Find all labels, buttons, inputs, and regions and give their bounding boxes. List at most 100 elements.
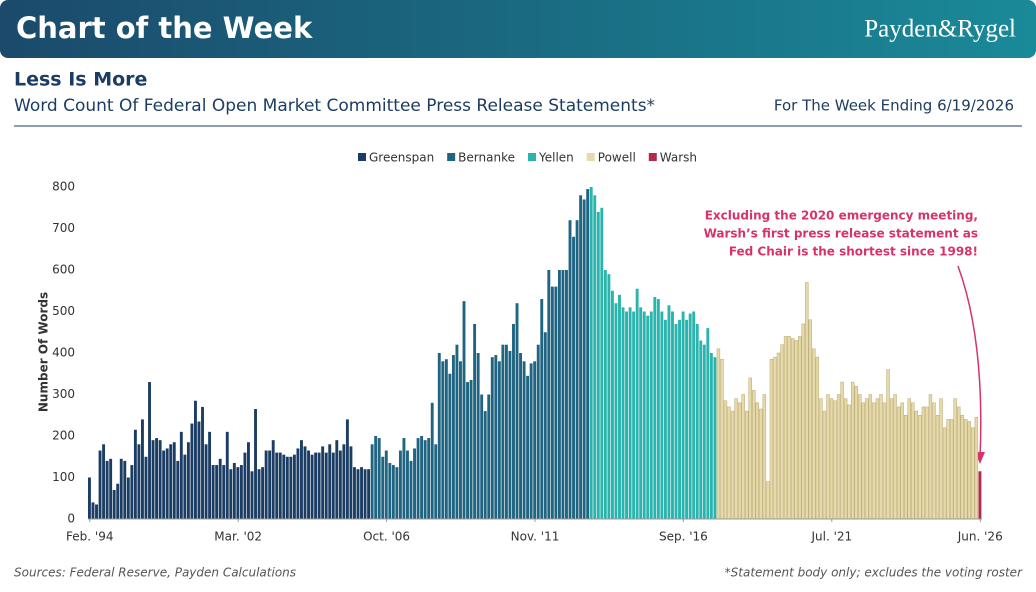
bar: [331, 452, 335, 519]
bar: [275, 452, 279, 519]
bar: [377, 438, 381, 519]
bar: [501, 344, 505, 519]
bar: [133, 429, 137, 519]
header-title: Chart of the Week: [16, 11, 313, 45]
bar: [300, 440, 303, 519]
bar: [766, 481, 770, 520]
bar: [748, 377, 752, 520]
bar: [960, 415, 964, 520]
bar: [148, 382, 151, 519]
bar: [186, 442, 190, 519]
bar: [261, 467, 265, 519]
bar: [780, 344, 784, 520]
bar: [88, 477, 91, 519]
bar: [353, 467, 356, 519]
bar: [285, 456, 289, 519]
bar: [476, 353, 480, 519]
bar: [162, 450, 166, 519]
bar: [172, 442, 176, 519]
x-tick-label: Sep. '16: [659, 530, 708, 544]
y-tick-label: 0: [67, 512, 75, 526]
bar: [847, 404, 851, 520]
y-tick-label: 500: [52, 304, 75, 318]
bar: [257, 469, 261, 519]
y-tick-label: 700: [52, 221, 75, 235]
bar: [762, 394, 767, 520]
bar: [674, 323, 678, 519]
bar: [278, 452, 282, 519]
bar: [635, 288, 639, 519]
bar: [685, 319, 689, 519]
bar: [197, 421, 201, 519]
bar: [225, 431, 229, 519]
bar: [324, 452, 328, 519]
bar: [388, 462, 392, 519]
bar: [487, 394, 491, 519]
bar: [448, 373, 452, 519]
bar: [935, 415, 940, 520]
bar: [504, 344, 508, 519]
bar: [932, 402, 936, 520]
bar: [822, 410, 827, 520]
bar: [942, 427, 947, 520]
bar: [699, 340, 703, 519]
bar: [268, 450, 272, 519]
bar: [868, 394, 873, 520]
bar: [656, 299, 660, 519]
x-tick-label: Jun. '26: [957, 530, 1003, 544]
bar: [342, 444, 346, 519]
y-tick-label: 100: [52, 470, 75, 484]
bar: [512, 323, 515, 519]
bar: [254, 409, 257, 519]
bar: [204, 444, 208, 519]
bar: [473, 323, 477, 519]
bar: [102, 444, 106, 519]
bar: [459, 361, 462, 519]
bar: [861, 402, 866, 520]
bar: [953, 398, 957, 520]
legend-swatch: [648, 153, 657, 161]
annotation-arrow: [957, 265, 982, 459]
bar: [755, 402, 759, 520]
bar: [441, 361, 445, 519]
bar: [444, 359, 448, 519]
bar: [836, 394, 841, 520]
bar: [247, 442, 250, 519]
legend-swatch: [358, 153, 366, 161]
bar: [904, 415, 908, 520]
bar: [723, 400, 728, 520]
bar: [896, 406, 901, 520]
bar: [900, 402, 904, 520]
bar: [618, 294, 621, 519]
bar: [250, 471, 254, 519]
bar: [727, 406, 731, 520]
bar: [370, 444, 374, 519]
bar: [893, 394, 897, 520]
bar: [639, 307, 643, 519]
bar: [854, 385, 858, 520]
bar: [653, 296, 657, 519]
bar: [840, 381, 844, 520]
annotation: Excluding the 2020 emergency meeting,: [705, 209, 978, 223]
bar: [437, 353, 441, 519]
bar: [391, 465, 395, 519]
bar: [190, 423, 194, 519]
bar: [646, 315, 650, 519]
bar: [144, 456, 148, 519]
bar: [596, 211, 600, 519]
bar: [211, 465, 215, 519]
bar: [384, 450, 388, 519]
bar: [550, 286, 554, 519]
bar: [303, 446, 307, 519]
bar: [692, 311, 696, 519]
bar: [603, 270, 607, 519]
bar: [851, 381, 855, 520]
bar: [179, 431, 183, 519]
y-tick-label: 800: [52, 180, 75, 194]
bar: [812, 348, 816, 520]
bar: [508, 350, 512, 519]
bar: [416, 438, 420, 519]
bar: [886, 369, 890, 520]
bar: [752, 390, 756, 520]
